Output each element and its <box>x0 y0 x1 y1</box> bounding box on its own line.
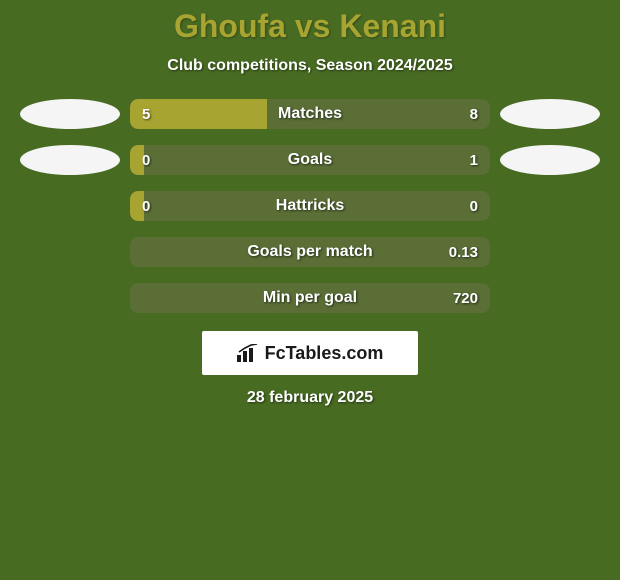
fctables-logo: FcTables.com <box>202 331 418 375</box>
stat-row: 0 Hattricks 0 <box>0 191 620 221</box>
stat-bar: 5 Matches 8 <box>130 99 490 129</box>
stats-list: 5 Matches 8 0 Goals 1 0 Hattricks 0 Goals per mat… <box>0 99 620 313</box>
spacer <box>490 237 590 267</box>
spacer <box>10 191 110 221</box>
stat-label: Matches <box>278 105 342 123</box>
stat-row: Min per goal 720 <box>0 283 620 313</box>
spacer <box>10 237 110 267</box>
comparison-infographic: Ghoufa vs Kenani Club competitions, Seas… <box>0 0 620 580</box>
bar-overlay: Goals per match 0.13 <box>130 237 490 267</box>
season-subtitle: Club competitions, Season 2024/2025 <box>0 57 620 75</box>
logo-text: FcTables.com <box>265 343 384 364</box>
stat-bar: 0 Goals 1 <box>130 145 490 175</box>
stat-label: Hattricks <box>276 197 344 215</box>
player-left-marker <box>20 99 120 129</box>
right-value: 720 <box>453 290 478 307</box>
player-right-marker <box>500 145 600 175</box>
stat-bar: Min per goal 720 <box>130 283 490 313</box>
bar-overlay: Min per goal 720 <box>130 283 490 313</box>
chart-icon <box>237 344 259 362</box>
left-value: 0 <box>142 152 150 169</box>
main-title: Ghoufa vs Kenani <box>0 8 620 45</box>
left-value: 5 <box>142 106 150 123</box>
bar-overlay: 0 Hattricks 0 <box>130 191 490 221</box>
stat-bar: Goals per match 0.13 <box>130 237 490 267</box>
right-value: 1 <box>470 152 478 169</box>
stat-row: 5 Matches 8 <box>0 99 620 129</box>
bar-overlay: 5 Matches 8 <box>130 99 490 129</box>
stat-label: Goals <box>288 151 332 169</box>
right-value: 0.13 <box>449 244 478 261</box>
left-value: 0 <box>142 198 150 215</box>
player-right-marker <box>500 99 600 129</box>
right-value: 8 <box>470 106 478 123</box>
spacer <box>10 283 110 313</box>
right-value: 0 <box>470 198 478 215</box>
stat-label: Min per goal <box>263 289 357 307</box>
spacer <box>490 283 590 313</box>
bar-overlay: 0 Goals 1 <box>130 145 490 175</box>
snapshot-date: 28 february 2025 <box>0 389 620 407</box>
player-left-marker <box>20 145 120 175</box>
spacer <box>490 191 590 221</box>
stat-row: 0 Goals 1 <box>0 145 620 175</box>
stat-bar: 0 Hattricks 0 <box>130 191 490 221</box>
stat-label: Goals per match <box>247 243 372 261</box>
stat-row: Goals per match 0.13 <box>0 237 620 267</box>
